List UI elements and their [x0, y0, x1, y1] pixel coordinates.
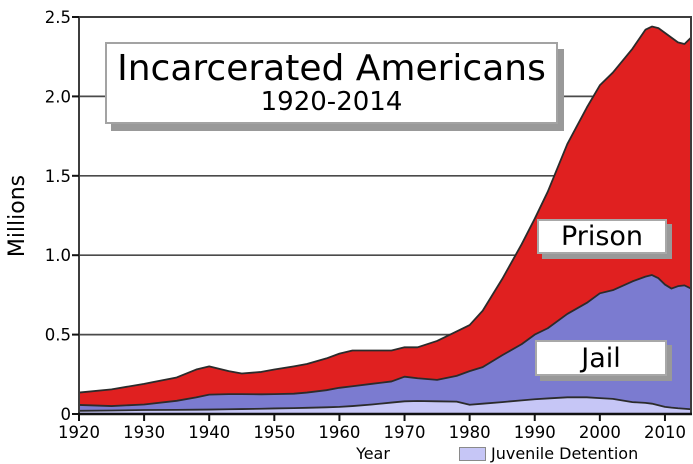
area-prison — [79, 26, 691, 407]
y-axis-label: Millions — [5, 174, 30, 258]
prison-label-text: Prison — [560, 221, 644, 252]
chart-subtitle: 1920-2014 — [260, 86, 403, 117]
x-tick-label: 1960 — [318, 423, 360, 442]
legend: Juvenile Detention — [459, 444, 638, 463]
chart-title-box: Incarcerated Americans 1920-2014 — [105, 42, 558, 124]
juvenile-detention-swatch — [459, 446, 486, 461]
legend-label: Juvenile Detention — [491, 444, 639, 463]
y-tick-label: 0.5 — [45, 326, 71, 345]
area-jail — [79, 275, 691, 411]
x-axis-label: Year — [356, 444, 390, 463]
boundary-jail — [78, 274, 692, 407]
y-tick-label: 2.5 — [45, 8, 71, 27]
x-tick-label: 1950 — [253, 423, 295, 442]
x-tick-label: 1990 — [514, 423, 556, 442]
x-tick-label: 1930 — [123, 423, 165, 442]
x-tick-label: 1940 — [188, 423, 230, 442]
chart-title: Incarcerated Americans — [117, 47, 546, 89]
y-tick-label: 1.0 — [45, 246, 71, 265]
y-tick-label: 2.0 — [45, 87, 71, 106]
x-tick-label: 2000 — [579, 423, 621, 442]
x-tick-label: 1970 — [384, 423, 426, 442]
jail-label-text: Jail — [581, 342, 621, 374]
boundary-prison — [78, 25, 692, 394]
x-tick-label: 1920 — [58, 423, 100, 442]
x-tick-label: 1980 — [449, 423, 491, 442]
y-tick-label: 1.5 — [45, 167, 71, 186]
boundary-juvenile-detention — [78, 396, 692, 412]
x-tick-label: 2010 — [644, 423, 686, 442]
prison-area-label: Prison — [537, 219, 667, 254]
y-tick-label: 0 — [61, 405, 72, 424]
jail-area-label: Jail — [535, 340, 667, 376]
